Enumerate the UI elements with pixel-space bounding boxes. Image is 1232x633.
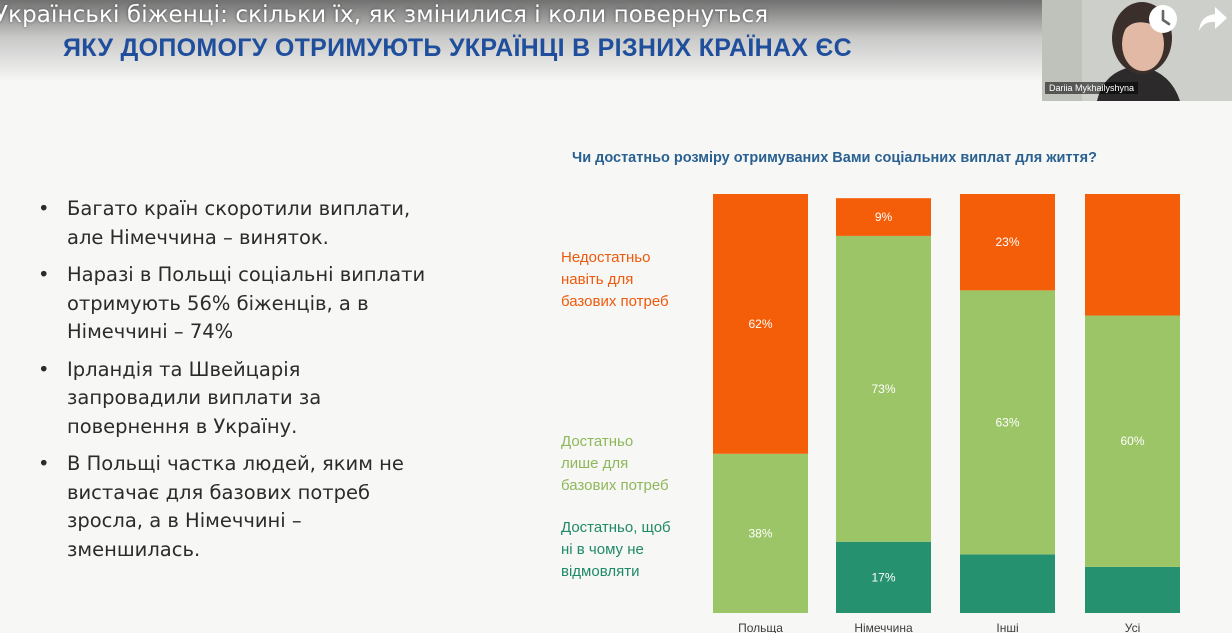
data-label: 23% <box>995 235 1019 249</box>
category-label: Німеччина <box>854 621 913 633</box>
bullet-dot-icon: • <box>38 263 50 286</box>
data-label: 17% <box>871 570 895 584</box>
category-label: Усі <box>1125 621 1141 633</box>
bullet-dot-icon: • <box>38 452 50 475</box>
bar-segment-1-0 <box>836 541 931 613</box>
share-arrow-icon <box>1199 7 1227 31</box>
bar-segment-2-0 <box>960 554 1055 613</box>
watch-later-button[interactable] <box>1146 2 1180 36</box>
bullet-item: • Наразі в Польщі соціальні виплати отрим… <box>38 261 438 347</box>
data-label: 60% <box>1120 434 1144 448</box>
bar-segment-3-2 <box>1085 194 1180 316</box>
bullet-item: • Багато країн скоротили виплати, але Нім… <box>38 195 438 252</box>
category-label: Інші <box>996 621 1018 633</box>
bar-segment-0-1 <box>713 453 808 613</box>
bullet-item: • В Польщі частка людей, яким не вистачає… <box>38 450 438 564</box>
slide-title: ЯКУ ДОПОМОГУ ОТРИМУЮТЬ УКРАЇНЦІ В РІЗНИХ… <box>63 34 852 62</box>
data-label: 62% <box>748 317 772 331</box>
data-label: 38% <box>748 526 772 540</box>
speaker-name-label: Dariia Mykhailyshyna <box>1045 82 1139 94</box>
share-button[interactable] <box>1196 2 1230 36</box>
speaker-webcam: Dariia Mykhailyshyna <box>1042 0 1232 101</box>
data-label: 9% <box>875 210 893 224</box>
bullet-text: Ірландія та Швейцарія запровадили виплат… <box>67 357 322 438</box>
video-title-bar <box>0 0 1232 82</box>
data-label: 63% <box>995 415 1019 429</box>
legend-sufficient: Достатньо, щоб ні в чому не відмовляти <box>561 519 671 580</box>
bar-segment-3-0 <box>1085 566 1180 613</box>
clock-icon <box>1149 5 1177 33</box>
bar-segment-2-2 <box>960 194 1055 291</box>
bar-segment-0-2 <box>713 194 808 454</box>
data-label: 73% <box>871 382 895 396</box>
bar-segment-2-1 <box>960 290 1055 555</box>
legend-insufficient: Недостатньо навіть для базових потреб <box>561 249 669 310</box>
bullet-dot-icon: • <box>38 357 50 381</box>
slide-bullet-list: • Багато країн скоротили виплати, але Нім… <box>38 195 438 573</box>
video-title[interactable]: Українські біженці: скільки їх, як зміни… <box>0 2 769 28</box>
bar-segment-3-1 <box>1085 315 1180 567</box>
legend-basic-needs: Достатньо лише для базових потреб <box>561 433 669 494</box>
bullet-item: • Ірландія та Швейцарія запровадили випла… <box>38 356 438 442</box>
bar-segment-1-1 <box>836 235 931 542</box>
bar-segment-1-2 <box>836 198 931 236</box>
chart-title: Чи достатньо розміру отримуваних Вами со… <box>572 150 1097 166</box>
bullet-text: В Польщі частка людей, яким не вистачає … <box>67 452 404 561</box>
category-label: Польща <box>738 621 783 633</box>
bullet-text: Наразі в Польщі соціальні виплати отриму… <box>67 263 426 343</box>
bullet-text: Багато країн скоротили виплати, але Німе… <box>67 197 411 249</box>
bullet-dot-icon: • <box>38 197 50 220</box>
